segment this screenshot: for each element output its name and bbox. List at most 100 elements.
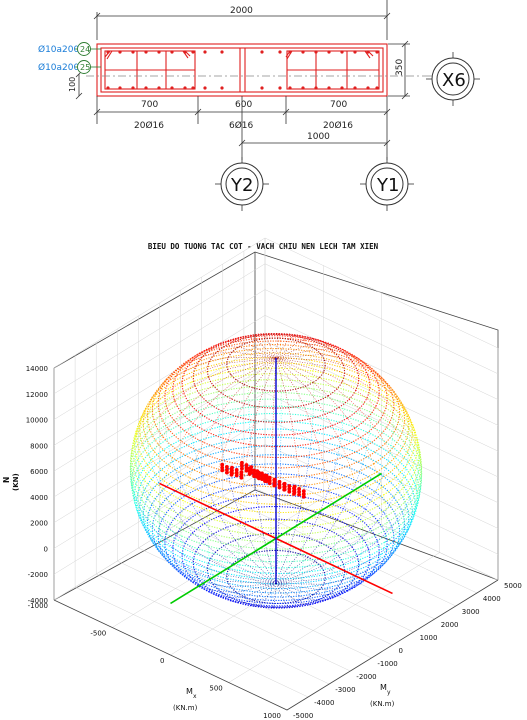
rebar-bar bbox=[203, 86, 207, 90]
rebar-bar bbox=[203, 50, 207, 54]
rebar-bar bbox=[314, 50, 318, 54]
load-point bbox=[234, 468, 239, 472]
rebar-bar bbox=[260, 86, 264, 90]
rebar-bar bbox=[278, 86, 282, 90]
load-point bbox=[230, 471, 234, 476]
load-point bbox=[297, 492, 301, 497]
dim-total-label: 2000 bbox=[230, 6, 253, 16]
rebar-bar bbox=[375, 50, 379, 54]
load-point bbox=[255, 475, 260, 479]
rebar-bar bbox=[220, 50, 224, 54]
load-point bbox=[252, 474, 257, 479]
rebar-dots bbox=[106, 50, 379, 90]
y-tick-label: -4000 bbox=[314, 699, 334, 707]
axis-lines bbox=[159, 358, 393, 605]
svg-text:Y1: Y1 bbox=[376, 175, 399, 196]
z-tick-label: 4000 bbox=[30, 494, 48, 502]
load-point bbox=[225, 470, 229, 475]
rebar-bar bbox=[288, 86, 292, 90]
rebar-bar bbox=[314, 86, 318, 90]
rebar-bar bbox=[118, 50, 122, 54]
z-tick-label: -4000 bbox=[28, 597, 48, 605]
segment-2-length: 600 bbox=[235, 100, 252, 110]
load-point bbox=[277, 485, 282, 490]
y-tick-label: -2000 bbox=[356, 673, 376, 681]
rebar-bar bbox=[191, 86, 195, 90]
rebar-bar bbox=[170, 86, 174, 90]
rebar-bar bbox=[183, 86, 187, 90]
load-point bbox=[244, 463, 249, 467]
load-point bbox=[297, 489, 301, 494]
load-point bbox=[282, 481, 287, 486]
x-tick-labels: -1000 -500 0 500 1000 bbox=[28, 602, 281, 720]
z-axis-label: N bbox=[2, 477, 11, 483]
rebar-bar bbox=[131, 50, 135, 54]
dim-grid-offset bbox=[238, 96, 391, 160]
load-point bbox=[282, 484, 287, 489]
load-point bbox=[244, 468, 249, 473]
svg-text:Ø10a200: Ø10a200 bbox=[38, 44, 80, 55]
load-point bbox=[292, 490, 297, 495]
load-point bbox=[247, 466, 252, 471]
z-tick-label: -2000 bbox=[28, 571, 48, 579]
load-point bbox=[287, 487, 292, 491]
dim-grid-offset-label: 1000 bbox=[307, 132, 330, 142]
x-tick-label: 500 bbox=[209, 685, 222, 693]
z-tick-label: 8000 bbox=[30, 442, 48, 450]
load-point bbox=[263, 476, 267, 481]
svg-text:24: 24 bbox=[80, 45, 90, 54]
rebar-bar bbox=[260, 50, 264, 54]
load-point bbox=[267, 475, 272, 480]
y-tick-label: 2000 bbox=[441, 621, 459, 629]
load-point bbox=[225, 465, 229, 469]
rebar-group-2: 6Ø16 bbox=[229, 120, 254, 131]
load-point bbox=[292, 484, 297, 489]
y-axis-unit: (KN.m) bbox=[370, 700, 395, 708]
z-tick-label: 10000 bbox=[26, 417, 48, 425]
load-point bbox=[230, 468, 234, 473]
rebar-bar bbox=[278, 50, 282, 54]
rebar-bar bbox=[144, 86, 148, 90]
z-tick-labels: -4000 -2000 0 2000 4000 6000 8000 10000 12000 140… bbox=[26, 365, 48, 605]
z-tick-label: 12000 bbox=[26, 391, 48, 399]
load-point bbox=[247, 469, 252, 474]
rebar-bar bbox=[353, 50, 357, 54]
load-point bbox=[220, 465, 225, 470]
rebar-bar bbox=[353, 86, 357, 90]
load-point bbox=[260, 477, 264, 481]
load-point bbox=[244, 466, 249, 470]
load-point bbox=[234, 473, 239, 478]
rebar-bar bbox=[340, 86, 344, 90]
y-tick-label: -5000 bbox=[293, 712, 313, 720]
load-point bbox=[252, 471, 257, 476]
wall-section-drawing: 2000 350 100 Ø10a200 bbox=[38, 0, 480, 211]
rebar-bar bbox=[327, 50, 331, 54]
stirrup-label-1: Ø10a200 24 bbox=[38, 42, 101, 56]
load-point bbox=[292, 487, 297, 492]
interaction-diagram-3d: BIEU DO TUONG TAC COT - VACH CHIU NEN LE… bbox=[2, 237, 522, 720]
dim-height bbox=[388, 40, 410, 100]
y-tick-labels: -5000-4000-3000-2000-10000 10002000300040… bbox=[293, 582, 522, 720]
load-point bbox=[239, 475, 244, 480]
grid-bubble-y1: Y1 bbox=[360, 157, 414, 211]
rebar-bar bbox=[118, 86, 122, 90]
load-point bbox=[272, 483, 277, 488]
rebar-bar bbox=[288, 50, 292, 54]
x-axis-label: M bbox=[186, 687, 193, 696]
rebar-bar bbox=[366, 86, 370, 90]
y-tick-label: 0 bbox=[399, 647, 403, 655]
x-axis-sub: x bbox=[193, 693, 197, 700]
load-point bbox=[225, 467, 229, 472]
dim-height-label: 350 bbox=[395, 59, 405, 76]
svg-text:X6: X6 bbox=[442, 70, 466, 91]
rebar-group-3: 20Ø16 bbox=[323, 120, 353, 131]
rebar-bar bbox=[106, 86, 110, 90]
grid-bubble-y2: Y2 bbox=[215, 157, 269, 211]
load-point bbox=[220, 468, 225, 473]
x-tick-label: 1000 bbox=[263, 712, 281, 720]
x-tick-label: -500 bbox=[90, 630, 106, 638]
segment-3-length: 700 bbox=[330, 100, 347, 110]
load-point bbox=[239, 470, 244, 474]
svg-text:Y2: Y2 bbox=[230, 175, 253, 196]
load-point bbox=[263, 473, 267, 478]
